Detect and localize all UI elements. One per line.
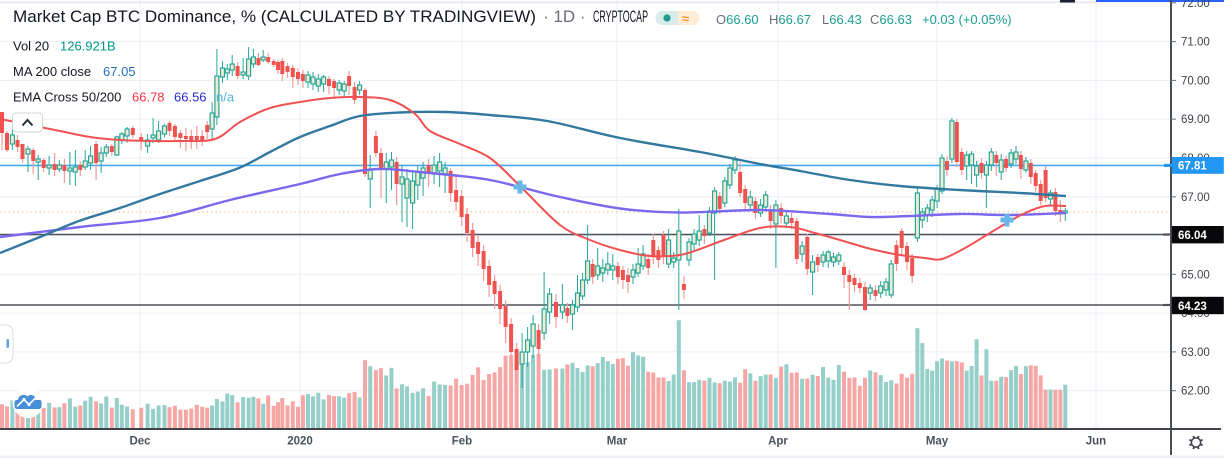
svg-text:2020: 2020: [287, 436, 313, 448]
svg-text:CRYPTOCAP: CRYPTOCAP: [593, 7, 648, 26]
svg-text:66.04: 66.04: [1178, 230, 1207, 242]
svg-text:67.00: 67.00: [1181, 192, 1210, 204]
svg-text:Market Cap BTC Dominance, % (C: Market Cap BTC Dominance, % (CALCULATED …: [13, 7, 536, 26]
svg-text:Mar: Mar: [607, 436, 628, 448]
svg-text:62.00: 62.00: [1181, 386, 1210, 398]
svg-text:65.00: 65.00: [1181, 269, 1210, 281]
svg-text:69.00: 69.00: [1181, 114, 1210, 126]
svg-text:72.00: 72.00: [1181, 0, 1210, 10]
svg-text:63.00: 63.00: [1181, 347, 1210, 359]
svg-text:May: May: [926, 436, 949, 448]
svg-text:70.00: 70.00: [1181, 75, 1210, 87]
svg-text:Jun: Jun: [1086, 436, 1106, 448]
svg-text:67.81: 67.81: [1178, 161, 1207, 173]
svg-text:64.23: 64.23: [1178, 301, 1207, 313]
svg-text:Feb: Feb: [452, 436, 472, 448]
svg-text:≈: ≈: [682, 11, 689, 26]
svg-text:Apr: Apr: [768, 436, 788, 448]
svg-text:Dec: Dec: [129, 436, 151, 448]
svg-text:· 1D ·: · 1D ·: [543, 7, 586, 26]
svg-text:71.00: 71.00: [1181, 37, 1210, 49]
